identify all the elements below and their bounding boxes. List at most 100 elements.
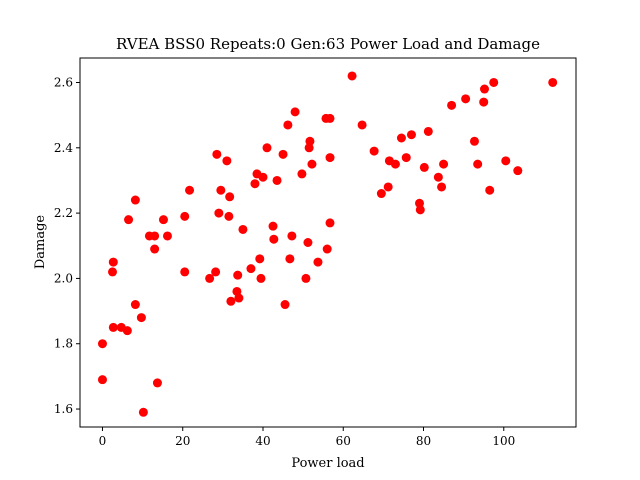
x-tick-label: 0	[99, 434, 107, 448]
data-point	[287, 231, 297, 241]
data-point	[415, 198, 424, 208]
x-axis-ticks: 0 20 40 60 80 100	[99, 427, 515, 448]
data-point	[489, 77, 499, 87]
data-point	[122, 326, 132, 336]
data-point	[313, 257, 323, 267]
x-tick-label: 40	[255, 434, 270, 448]
data-point	[234, 293, 244, 303]
data-point	[136, 313, 146, 323]
data-points	[97, 71, 558, 417]
data-point	[124, 215, 134, 225]
data-point	[222, 156, 232, 166]
data-point	[268, 221, 278, 231]
chart-title: RVEA BSS0 Repeats:0 Gen:63 Power Load an…	[116, 35, 540, 53]
data-point	[461, 94, 471, 104]
data-point	[185, 185, 195, 195]
x-tick-label: 100	[492, 434, 515, 448]
y-tick-label: 2.6	[54, 75, 73, 89]
data-point	[307, 159, 317, 169]
data-point	[278, 149, 288, 159]
data-point	[108, 267, 117, 277]
y-tick-label: 1.6	[54, 402, 73, 416]
data-point	[447, 100, 457, 110]
data-point	[383, 182, 393, 192]
data-point	[158, 215, 168, 225]
data-point	[97, 339, 107, 349]
data-point	[269, 234, 279, 244]
data-point	[469, 136, 479, 146]
data-point	[390, 159, 400, 169]
data-point	[238, 224, 248, 234]
data-point	[419, 162, 429, 172]
data-point	[212, 149, 222, 159]
data-point	[130, 195, 140, 205]
data-point	[258, 172, 268, 182]
data-point	[325, 218, 335, 228]
data-point	[216, 185, 226, 195]
data-point	[108, 322, 118, 332]
data-point	[226, 296, 236, 306]
data-point	[325, 113, 335, 123]
data-point	[479, 97, 489, 107]
data-point	[305, 136, 315, 146]
data-point	[225, 192, 235, 202]
data-point	[180, 211, 190, 221]
data-point	[501, 156, 511, 166]
data-point	[150, 244, 160, 254]
data-point	[473, 159, 483, 169]
data-point	[369, 146, 379, 156]
data-point	[256, 273, 266, 283]
x-tick-label: 80	[416, 434, 431, 448]
data-point	[97, 375, 107, 385]
data-point	[406, 130, 416, 140]
data-point	[396, 133, 406, 143]
data-point	[303, 238, 313, 247]
x-tick-label: 20	[175, 434, 190, 448]
data-point	[272, 175, 282, 185]
data-point	[301, 273, 311, 283]
y-tick-label: 2.2	[54, 206, 73, 220]
data-point	[433, 172, 443, 182]
y-tick-label: 2.4	[54, 141, 73, 155]
y-axis-label: Damage	[33, 215, 48, 270]
data-point	[304, 143, 314, 153]
data-point	[224, 211, 234, 221]
data-point	[211, 267, 221, 277]
data-point	[437, 182, 447, 192]
data-point	[162, 231, 172, 241]
data-point	[205, 273, 215, 283]
y-tick-label: 2.0	[54, 271, 73, 285]
x-tick-label: 60	[336, 434, 351, 448]
data-point	[423, 126, 433, 136]
data-point	[280, 300, 290, 310]
data-point	[246, 264, 256, 274]
data-point	[250, 179, 260, 189]
data-point	[233, 270, 243, 280]
data-point	[376, 189, 386, 199]
y-tick-label: 1.8	[54, 337, 73, 351]
data-point	[322, 244, 332, 254]
data-point	[255, 254, 265, 264]
data-point	[285, 254, 295, 264]
data-point	[152, 378, 162, 388]
data-point	[513, 166, 523, 176]
data-point	[138, 407, 148, 417]
data-point	[347, 71, 357, 81]
data-point	[325, 153, 335, 163]
data-point	[290, 107, 300, 117]
data-point	[130, 300, 140, 310]
data-point	[415, 205, 425, 215]
data-point	[297, 169, 307, 179]
data-point	[480, 84, 489, 94]
data-point	[548, 77, 558, 87]
data-point	[150, 231, 160, 241]
data-point	[485, 185, 495, 195]
data-point	[283, 120, 293, 130]
data-point	[401, 153, 411, 163]
data-point	[357, 120, 367, 130]
data-point	[439, 159, 449, 169]
data-point	[180, 267, 190, 277]
plot-frame	[79, 57, 577, 428]
